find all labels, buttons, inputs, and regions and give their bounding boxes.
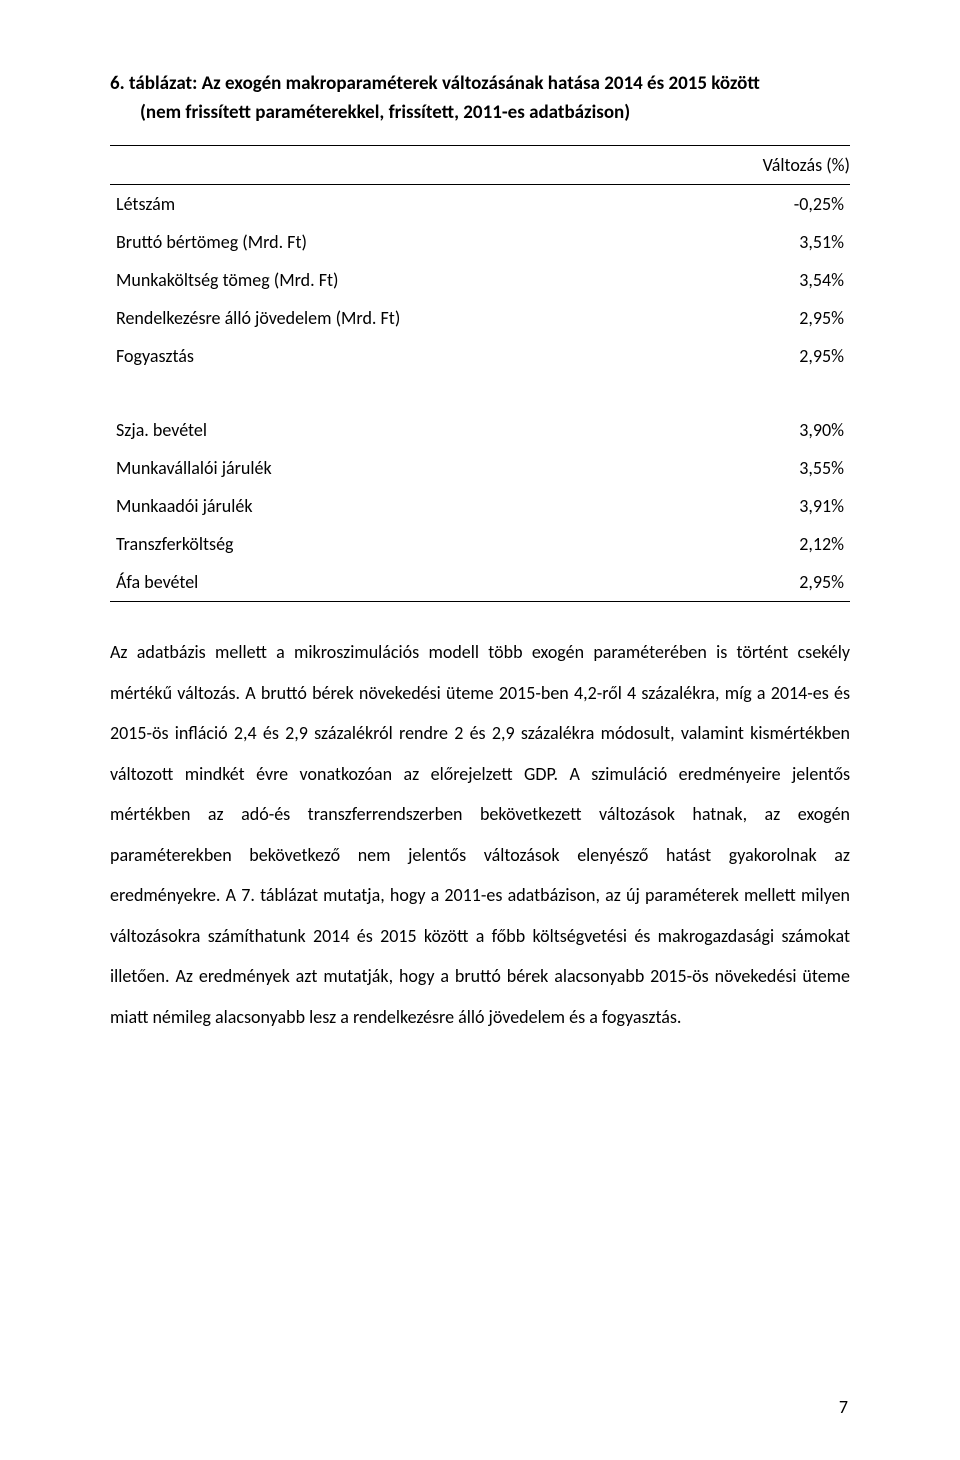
- row-value: 2,95%: [650, 299, 850, 337]
- row-value: 3,54%: [650, 261, 850, 299]
- table-header-empty: [110, 146, 650, 185]
- row-value: 2,12%: [650, 525, 850, 563]
- row-value: 3,90%: [650, 411, 850, 449]
- page-number: 7: [839, 1396, 848, 1418]
- table-row: Szja. bevétel 3,90%: [110, 411, 850, 449]
- row-label: Munkaköltség tömeg (Mrd. Ft): [110, 261, 650, 299]
- body-paragraph: Az adatbázis mellett a mikroszimulációs …: [110, 632, 850, 1037]
- row-label: Létszám: [110, 185, 650, 224]
- table-row: Áfa bevétel 2,95%: [110, 563, 850, 602]
- table-row: Rendelkezésre álló jövedelem (Mrd. Ft) 2…: [110, 299, 850, 337]
- row-label: Áfa bevétel: [110, 563, 650, 602]
- table-row: Munkaköltség tömeg (Mrd. Ft) 3,54%: [110, 261, 850, 299]
- row-label: Bruttó bértömeg (Mrd. Ft): [110, 223, 650, 261]
- row-value: 2,95%: [650, 563, 850, 602]
- row-value: 3,91%: [650, 487, 850, 525]
- table-row: Bruttó bértömeg (Mrd. Ft) 3,51%: [110, 223, 850, 261]
- table-row: Létszám -0,25%: [110, 185, 850, 224]
- row-value: 2,95%: [650, 337, 850, 375]
- table-title: 6. táblázat: Az exogén makroparaméterek …: [110, 70, 850, 127]
- row-value: -0,25%: [650, 185, 850, 224]
- table-header-value: Változás (%): [650, 146, 850, 185]
- row-label: Fogyasztás: [110, 337, 650, 375]
- table-title-line2: (nem frissített paraméterekkel, frissíte…: [140, 99, 850, 128]
- table-row: Munkaadói járulék 3,91%: [110, 487, 850, 525]
- row-value: 3,51%: [650, 223, 850, 261]
- spacer-row: [110, 375, 850, 393]
- table-row: Transzferköltség 2,12%: [110, 525, 850, 563]
- table-row: Fogyasztás 2,95%: [110, 337, 850, 375]
- row-label: Szja. bevétel: [110, 411, 650, 449]
- table-header-row: Változás (%): [110, 146, 850, 185]
- row-label: Munkaadói járulék: [110, 487, 650, 525]
- row-label: Rendelkezésre álló jövedelem (Mrd. Ft): [110, 299, 650, 337]
- row-value: 3,55%: [650, 449, 850, 487]
- table-row: Munkavállalói járulék 3,55%: [110, 449, 850, 487]
- data-table: Változás (%) Létszám -0,25% Bruttó bértö…: [110, 145, 850, 602]
- row-label: Transzferköltség: [110, 525, 650, 563]
- spacer-row: [110, 393, 850, 411]
- row-label: Munkavállalói járulék: [110, 449, 650, 487]
- table-title-line1: 6. táblázat: Az exogén makroparaméterek …: [110, 72, 760, 95]
